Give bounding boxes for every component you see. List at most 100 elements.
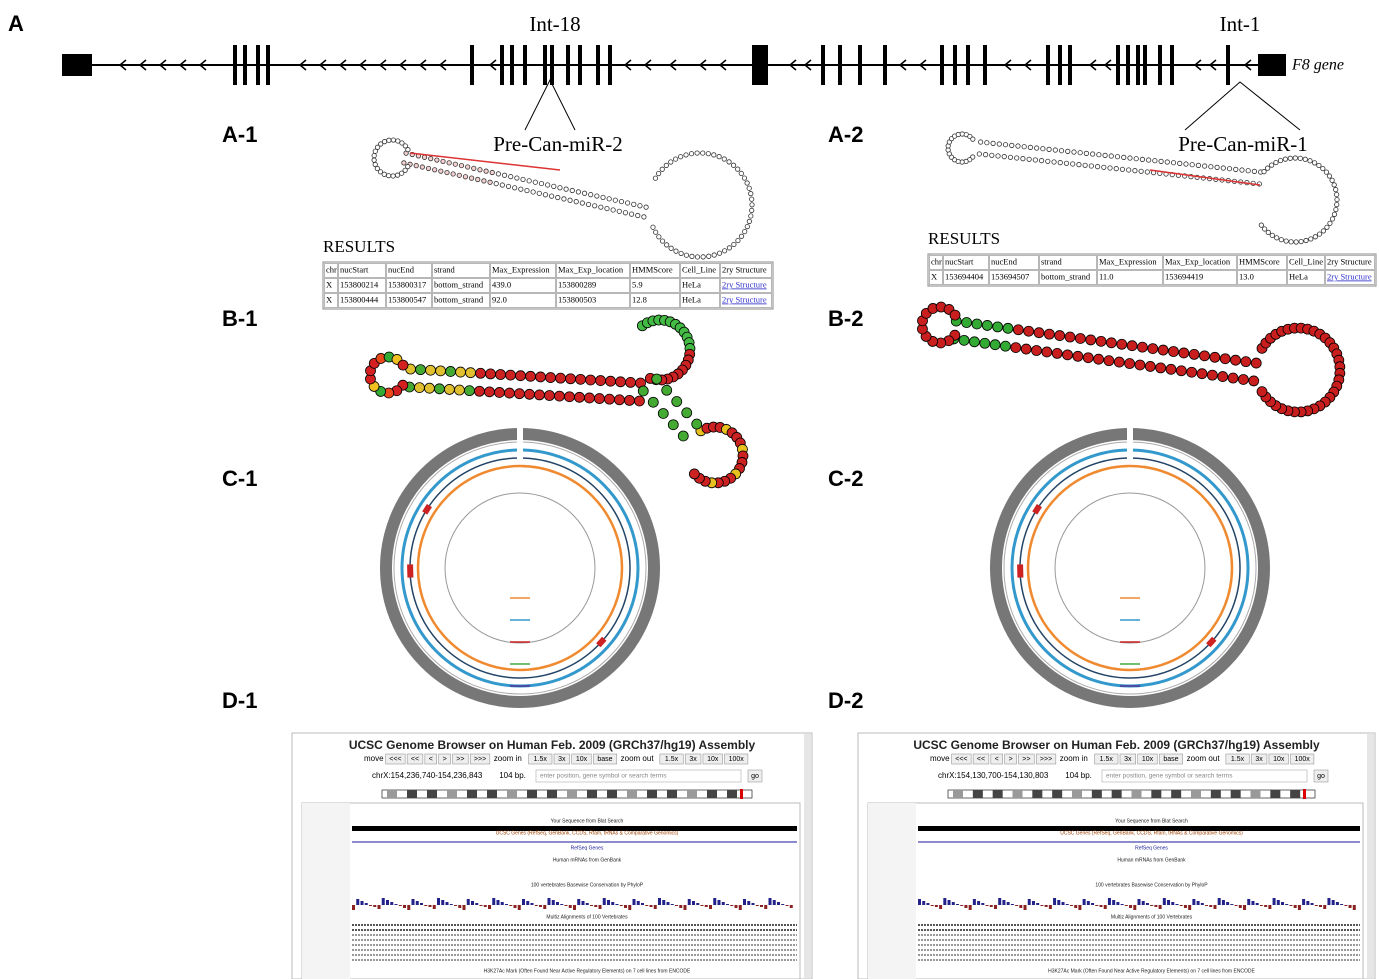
phylop-bar <box>1297 905 1301 910</box>
nucleotide <box>464 385 475 397</box>
table-text: bottom_strand <box>434 294 484 304</box>
table-text: 2ry Structure <box>722 264 767 274</box>
nucleotide <box>706 253 712 259</box>
phylop-bar <box>564 905 568 906</box>
phylop-bar <box>607 900 610 905</box>
nucleotide <box>1292 155 1298 161</box>
table-text: HMMScore <box>632 264 673 274</box>
band <box>387 790 397 798</box>
nucleotide <box>1331 182 1337 188</box>
phylop-bar <box>1247 899 1251 905</box>
table-cell <box>432 263 490 278</box>
button-label: base <box>1163 756 1178 763</box>
nucleotide <box>1014 155 1020 161</box>
phylop-bar <box>373 905 377 907</box>
track-title: Your Sequence from Blat Search <box>551 818 624 824</box>
nucleotide <box>958 334 970 346</box>
nucleotide <box>548 193 555 199</box>
nucleotide <box>1269 232 1275 238</box>
nucleotide <box>961 317 972 328</box>
phylop-bar <box>1065 904 1069 905</box>
nucleotide <box>635 212 641 219</box>
phylop-bar <box>1074 905 1078 908</box>
arrow <box>718 59 727 71</box>
nucleotide <box>1106 337 1117 349</box>
table-cell <box>338 293 386 308</box>
phylop-bar <box>747 901 751 905</box>
phylop-bar <box>411 899 415 905</box>
nucleotide <box>565 373 576 385</box>
button <box>684 753 702 765</box>
nucleotide <box>1071 149 1077 155</box>
exon <box>858 45 862 85</box>
nucleotide <box>1155 362 1167 374</box>
nucleotide <box>1077 150 1083 156</box>
button-label: 10x <box>707 756 719 763</box>
nucleotide <box>532 179 538 185</box>
search-box <box>535 769 742 783</box>
button-label: 1.5x <box>1100 756 1114 763</box>
nucleotide <box>1096 152 1102 158</box>
nucleotide <box>504 387 515 399</box>
track-title: Human mRNAs from GenBank <box>1117 857 1186 863</box>
nucleotide <box>399 140 405 146</box>
nucleotide <box>982 152 989 158</box>
button <box>571 753 592 765</box>
button <box>438 753 451 765</box>
table-cell <box>324 263 338 278</box>
exon <box>523 45 527 85</box>
ring <box>400 448 640 688</box>
track-area <box>867 802 1364 979</box>
phylop-bar <box>683 905 687 910</box>
exon <box>500 45 504 85</box>
phylop-bar <box>1145 903 1149 905</box>
table-cell <box>556 293 630 308</box>
table-text: 153800289 <box>558 279 596 289</box>
table-text: nucEnd <box>991 256 1018 266</box>
phylop-bar <box>981 903 985 905</box>
phylop-bar <box>1141 901 1145 905</box>
nucleotide <box>575 189 582 195</box>
nucleotide <box>428 156 434 162</box>
nucleotide <box>535 371 546 383</box>
button-label: go <box>751 773 759 780</box>
arrow <box>358 59 367 71</box>
nucleotide <box>1010 342 1022 354</box>
nucleotide <box>594 193 600 199</box>
nucleotide <box>1158 158 1164 164</box>
nucleotide <box>992 321 1004 333</box>
nucleotide <box>421 154 428 160</box>
phylop-bar <box>696 903 700 905</box>
nucleotide <box>622 210 629 216</box>
phylop-bar <box>645 905 649 906</box>
nucleotide <box>673 156 679 162</box>
phylop-bar <box>734 905 738 908</box>
nucleotide <box>744 224 750 230</box>
button-label: 10x <box>1142 756 1154 763</box>
phylop-bar <box>1344 905 1348 906</box>
phylop-bar <box>1129 905 1133 908</box>
table-text: HeLa <box>1289 271 1308 281</box>
nucleotide <box>394 172 401 178</box>
inner-ring <box>444 492 596 644</box>
nucleotide <box>534 389 545 401</box>
nucleotide <box>483 168 489 174</box>
phylop-bar <box>930 905 934 906</box>
band <box>1111 790 1122 798</box>
phylop-bar <box>479 905 483 906</box>
track-title: 100 vertebrates Basewise Conservation by… <box>531 882 644 888</box>
nucleotide <box>1298 238 1304 245</box>
arrow <box>898 59 907 71</box>
phylop-bar <box>1015 905 1019 906</box>
arrow <box>298 59 307 71</box>
phylop-bar <box>760 905 763 907</box>
nucleotide <box>414 382 425 393</box>
phylop-bar <box>743 899 746 905</box>
nucleotide <box>1119 166 1126 172</box>
nucleotide <box>499 182 505 188</box>
band <box>507 790 517 798</box>
ring <box>416 464 624 672</box>
button <box>528 753 553 765</box>
table-text: chr <box>326 264 337 274</box>
phylop-bar <box>560 904 564 905</box>
